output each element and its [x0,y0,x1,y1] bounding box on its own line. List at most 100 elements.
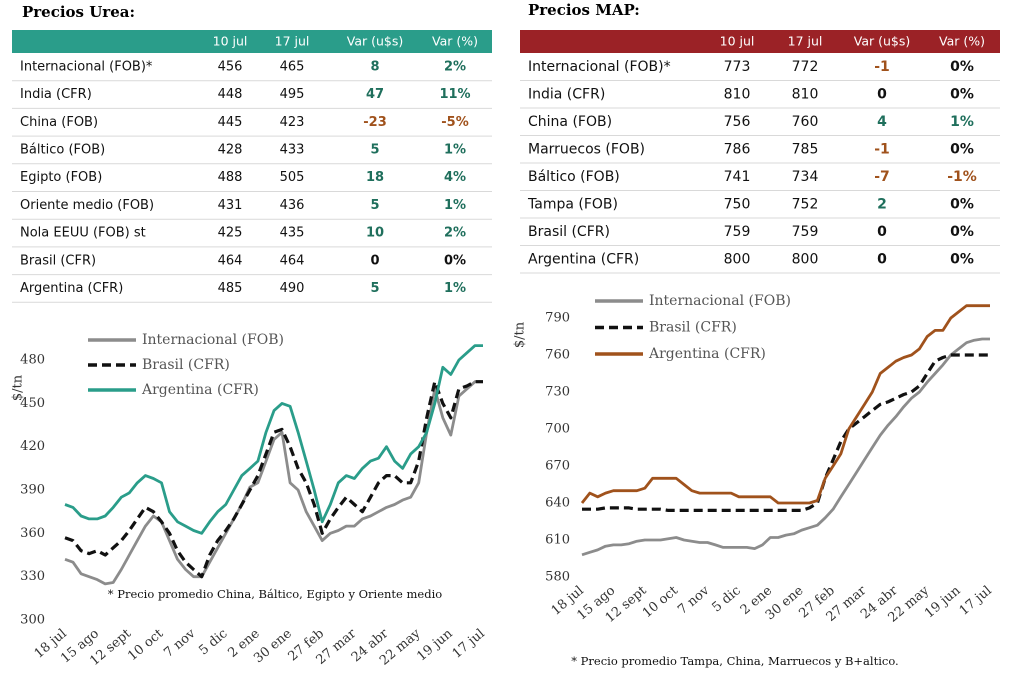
series-line [581,337,990,557]
x-tick-label: 19 jun [414,626,456,665]
y-tick-label: 580 [545,570,570,585]
cell: 5 [370,198,379,213]
row-label: Argentina (CFR) [528,251,639,267]
legend-label: Argentina (CFR) [648,346,766,362]
row-label: China (FOB) [20,115,98,130]
cell: 456 [218,59,243,74]
cell: 464 [280,253,305,268]
table-title: Precios MAP: [528,1,640,19]
cell: 1% [950,114,974,130]
cell: 490 [280,281,305,296]
chart-note: * Precio promedio China, Báltico, Egipto… [108,587,442,601]
row-label: Internacional (FOB)* [20,59,153,74]
series-line [64,380,483,579]
header-cell: Var (%) [939,34,985,49]
cell: 0% [950,141,974,157]
x-tick-label: 17 jul [957,583,995,618]
table-header [12,30,492,53]
y-tick-label: 390 [20,483,45,498]
cell: 750 [724,196,751,212]
y-axis-label: $/tn [11,374,26,401]
y-axis-label: $/tn [513,321,528,348]
header-cell: 10 jul [213,34,248,49]
table-title: Precios Urea: [22,3,135,21]
cell: 445 [218,115,243,130]
cell: 495 [280,87,305,102]
y-tick-label: 360 [20,526,45,541]
cell: 0% [950,251,974,267]
y-tick-label: 420 [20,439,45,454]
cell: 2 [877,196,887,212]
legend-label: Brasil (CFR) [649,320,737,336]
row-label: Oriente medio (FOB) [20,198,154,213]
cell: 425 [218,226,243,241]
chart-note: * Precio promedio Tampa, China, Marrueco… [571,654,898,668]
header-cell: 17 jul [275,34,310,49]
cell: 785 [792,141,819,157]
cell: 435 [280,226,305,241]
header-cell: Var (u$s) [854,34,911,49]
cell: 0 [877,86,887,102]
cell: 810 [792,86,819,102]
y-tick-label: 700 [545,422,570,437]
cell: -1 [874,59,890,75]
cell: 772 [792,59,819,75]
y-tick-label: 450 [20,396,45,411]
cell: 431 [218,198,243,213]
cell: 5 [370,281,379,296]
series-line [580,304,990,505]
cell: 0% [950,224,974,240]
cell: 756 [724,114,751,130]
cell: 0 [370,253,379,268]
cell: 485 [218,281,243,296]
cell: 436 [280,198,305,213]
row-label: Marruecos (FOB) [528,141,645,157]
x-tick-label: 17 jul [450,626,488,661]
cell: 433 [280,142,305,157]
cell: 423 [280,115,305,130]
row-label: India (CFR) [20,87,92,102]
header-cell: Var (%) [432,34,478,49]
y-tick-label: 480 [20,353,45,368]
header-cell: 10 jul [720,34,755,49]
cell: 759 [792,224,819,240]
cell: 786 [724,141,751,157]
cell: 47 [366,87,384,102]
row-label: Báltico (FOB) [20,142,105,157]
cell: 10 [366,226,384,241]
series-line [582,353,990,512]
cell: 4% [444,170,466,185]
cell: 428 [218,142,243,157]
cell: 448 [218,87,243,102]
x-tick-label: 7 nov [161,626,199,661]
y-tick-label: 670 [545,459,570,474]
row-label: Brasil (CFR) [528,224,610,240]
y-tick-label: 760 [545,348,570,363]
y-tick-label: 300 [20,613,45,628]
row-label: Brasil (CFR) [20,253,96,268]
table-header [520,30,1000,53]
cell: 800 [792,251,819,267]
cell: -5% [441,115,468,130]
cell: 760 [792,114,819,130]
cell: 4 [877,114,887,130]
row-label: Tampa (FOB) [527,196,618,212]
cell: 810 [724,86,751,102]
series-line [64,380,483,586]
cell: 488 [218,170,243,185]
cell: 2% [444,59,466,74]
x-tick-label: 7 nov [675,583,713,618]
cell: -7 [874,169,890,185]
row-label: India (CFR) [528,86,605,102]
cell: 1% [444,198,466,213]
cell: 18 [366,170,384,185]
cell: 11% [439,87,470,102]
cell: 773 [724,59,751,75]
cell: 0% [950,59,974,75]
cell: 0 [877,224,887,240]
cell: 734 [792,169,819,185]
cell: 1% [444,281,466,296]
cell: 1% [444,142,466,157]
